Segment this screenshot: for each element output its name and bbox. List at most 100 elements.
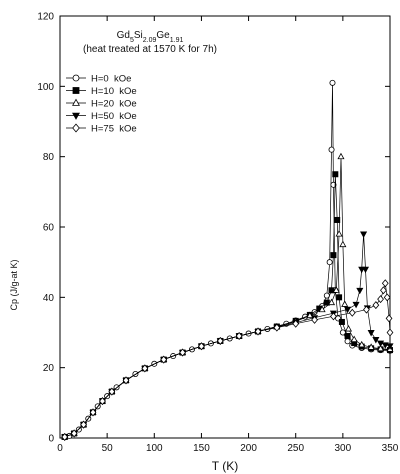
data-point	[358, 340, 366, 348]
data-point	[367, 330, 375, 337]
data-point	[318, 305, 326, 313]
axis-ticks: 0 50 100 150 200 250 300 350 0 20 40 60 80 100 120	[37, 12, 398, 455]
data-point	[372, 337, 380, 344]
data-point	[386, 343, 394, 350]
data-point	[381, 279, 389, 288]
title-subscript: 1.91	[170, 37, 184, 44]
series-line	[64, 233, 391, 438]
title-text: Si	[134, 30, 143, 41]
data-point	[341, 300, 349, 307]
legend-item: H=50 kOe	[66, 111, 137, 122]
data-series	[61, 79, 394, 441]
data-point	[80, 420, 87, 429]
data-point	[328, 298, 336, 306]
series	[61, 152, 394, 440]
series	[61, 279, 394, 441]
legend-item: H=75 kOe	[66, 123, 137, 135]
data-point	[160, 355, 168, 364]
y-tick-label: 120	[37, 12, 54, 23]
title-line: (heat treated at 1570 K for 7h)	[83, 44, 217, 55]
data-point	[360, 231, 368, 238]
legend-label: H=75 kOe	[91, 124, 137, 135]
data-point	[335, 230, 343, 237]
data-point	[72, 112, 80, 120]
data-point	[72, 123, 80, 133]
title-text: Gd	[117, 30, 130, 41]
y-tick-label: 100	[37, 82, 54, 93]
data-point	[141, 364, 149, 373]
legend-label: H=10 kOe	[91, 86, 137, 97]
data-point	[344, 338, 351, 345]
y-axis-label: Cp (J/g-at K)	[9, 259, 19, 310]
data-point	[330, 252, 337, 259]
data-point	[99, 397, 106, 406]
data-point	[108, 387, 116, 396]
data-point	[70, 429, 78, 438]
data-point	[339, 240, 347, 248]
data-point	[216, 336, 224, 345]
data-point	[122, 376, 130, 385]
data-point	[198, 342, 205, 351]
data-point	[179, 348, 186, 357]
data-point	[72, 74, 80, 82]
data-point	[383, 293, 391, 302]
data-point	[336, 294, 343, 301]
y-tick-label: 60	[43, 223, 55, 234]
title-line: Gd5Si2.09Ge1.91	[117, 30, 184, 44]
x-axis-label: T (K)	[212, 459, 238, 473]
data-point	[386, 328, 394, 337]
x-tick-label: 100	[146, 443, 163, 454]
data-point	[326, 259, 333, 266]
x-tick-label: 50	[102, 443, 114, 454]
x-tick-label: 300	[335, 443, 352, 454]
data-point	[254, 327, 262, 336]
data-point	[372, 301, 380, 310]
data-point	[361, 266, 370, 274]
chart-title: Gd5Si2.09Ge1.91(heat treated at 1570 K f…	[83, 30, 217, 55]
data-point	[338, 318, 345, 325]
series-line	[64, 82, 391, 438]
data-point	[377, 295, 384, 304]
data-point	[72, 98, 80, 106]
data-point	[352, 301, 360, 309]
x-tick-label: 350	[382, 443, 399, 454]
x-tick-label: 200	[240, 443, 257, 454]
data-point	[344, 306, 352, 314]
data-point	[356, 287, 364, 295]
data-point	[350, 335, 358, 343]
data-point	[380, 286, 387, 295]
data-point	[344, 325, 353, 332]
data-point	[306, 311, 314, 319]
data-point	[348, 308, 356, 317]
title-text: Ge	[156, 30, 170, 41]
title-text: (heat treated at 1570 K for 7h)	[83, 44, 217, 55]
data-point	[330, 312, 337, 321]
data-point	[367, 343, 375, 350]
data-point	[337, 152, 345, 160]
data-point	[292, 319, 300, 328]
data-point	[334, 216, 341, 223]
x-tick-label: 150	[193, 443, 210, 454]
data-point	[72, 87, 80, 94]
legend-item: H=20 kOe	[66, 99, 137, 110]
data-point	[339, 329, 346, 336]
legend-label: H=0 kOe	[91, 74, 131, 85]
data-point	[273, 323, 281, 332]
x-tick-label: 250	[287, 443, 304, 454]
series-line	[64, 174, 391, 438]
y-tick-label: 0	[48, 434, 54, 445]
title-subscript: 2.09	[143, 37, 157, 44]
data-point	[377, 340, 385, 348]
data-point	[332, 171, 339, 178]
data-point	[235, 332, 243, 341]
legend-item: H=0 kOe	[66, 74, 131, 85]
data-point	[89, 408, 97, 417]
data-point	[311, 315, 318, 324]
legend-label: H=50 kOe	[91, 111, 137, 122]
data-point	[61, 432, 69, 441]
legend-label: H=20 kOe	[91, 99, 137, 110]
x-tick-label: 0	[57, 443, 63, 454]
y-tick-label: 20	[43, 363, 55, 374]
